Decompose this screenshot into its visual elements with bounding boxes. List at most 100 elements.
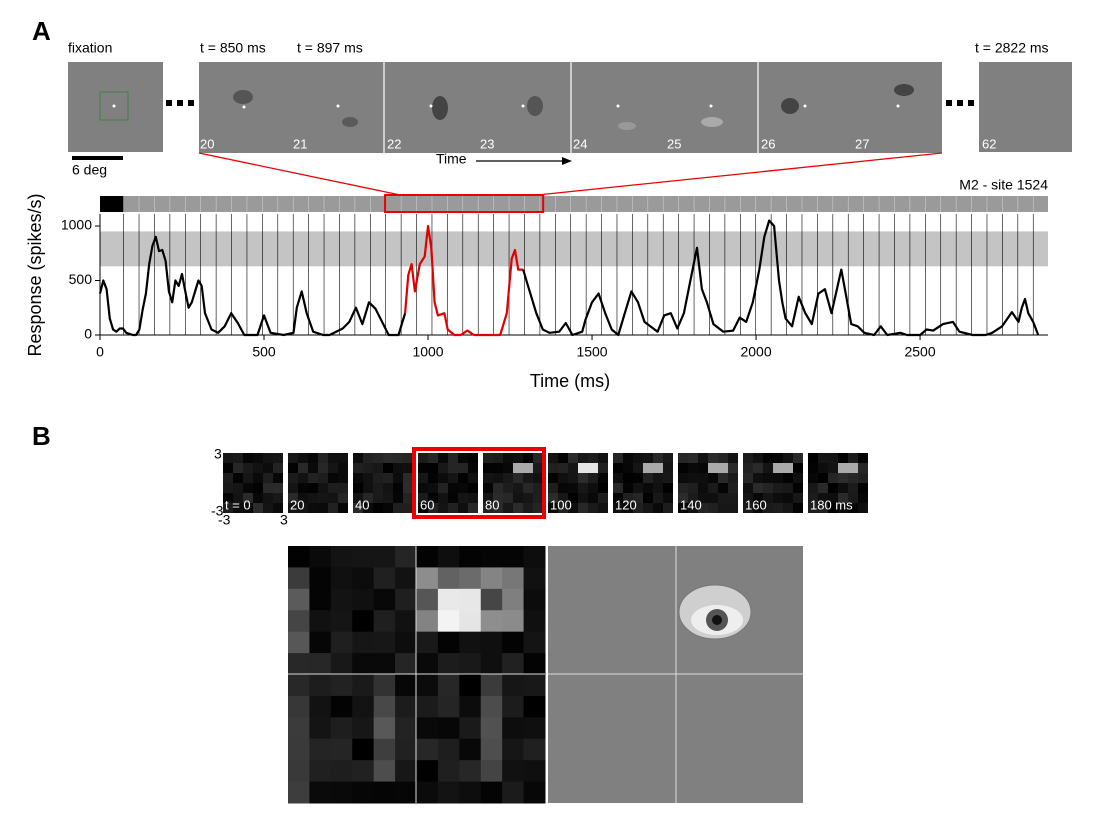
- rf-pixel: [273, 453, 283, 463]
- rf-pixel: [818, 503, 828, 513]
- rf-pixel: [743, 483, 753, 493]
- heatmap-cell: [437, 610, 460, 633]
- highlight-box: [384, 194, 545, 213]
- rf-pixel: [558, 463, 568, 473]
- rf-pixel: [503, 453, 513, 463]
- rf-pixel: [458, 463, 468, 473]
- rf-pixel: [438, 483, 448, 493]
- rf-pixel: [763, 503, 773, 513]
- heatmap-cell: [502, 653, 525, 675]
- heatmap-cell: [288, 610, 310, 633]
- rf-pixel: [253, 483, 263, 493]
- rf-pixel: [688, 473, 698, 483]
- rf-pixel: [523, 493, 533, 503]
- rf-pixel: [728, 483, 738, 493]
- rf-pixel: [298, 503, 308, 513]
- heatmap-cell: [395, 567, 417, 590]
- rf-pixel: [783, 453, 793, 463]
- rf-pixel: [468, 453, 478, 463]
- rf-pixel: [698, 503, 708, 513]
- rf-pixel: [663, 483, 673, 493]
- rf-time-label: 60: [420, 497, 434, 512]
- heatmap-cell: [288, 695, 310, 718]
- heatmap-cell: [395, 717, 417, 740]
- rf-pixel: [308, 493, 318, 503]
- rf-pixel: [223, 453, 233, 463]
- rf-pixel: [273, 483, 283, 493]
- rf-pixel: [533, 463, 543, 473]
- rf-pixel: [613, 463, 623, 473]
- heatmap-cell: [502, 567, 525, 590]
- rf-axis-label: 3: [280, 512, 288, 528]
- heatmap-cell: [416, 546, 439, 568]
- heatmap-cell: [352, 717, 375, 740]
- heatmap-cell: [395, 546, 417, 568]
- rf-pixel: [318, 483, 328, 493]
- heatmap-cell: [502, 674, 525, 697]
- rf-pixel: [808, 503, 818, 513]
- rf-pixel: [403, 483, 413, 493]
- rf-pixel: [338, 493, 348, 503]
- rf-pixel: [698, 473, 708, 483]
- heatmap-cell: [352, 653, 375, 675]
- rf-pixel: [468, 463, 478, 473]
- rf-pixel: [643, 453, 653, 463]
- heatmap-cell: [459, 546, 482, 568]
- heatmap-cell: [437, 674, 460, 697]
- rf-pixel: [848, 453, 858, 463]
- rf-pixel: [383, 463, 393, 473]
- heatmap-cell: [480, 567, 503, 590]
- rf-pixel: [318, 503, 328, 513]
- rf-pixel: [548, 503, 558, 513]
- heatmap-cell: [352, 588, 375, 611]
- rf-pixel: [623, 493, 633, 503]
- heatmap-cell: [395, 610, 417, 633]
- heatmap-cell: [459, 631, 482, 654]
- heatmap-cell: [373, 760, 396, 783]
- ellipsis: [166, 100, 974, 106]
- rf-pixel: [663, 503, 673, 513]
- heatmap-cell: [330, 781, 353, 804]
- rf-pixel: [458, 483, 468, 493]
- heatmap-cell: [459, 717, 482, 740]
- rf-pixel: [233, 493, 243, 503]
- heatmap-cell: [373, 653, 396, 675]
- heatmap-cell: [288, 546, 310, 568]
- rf-pixel: [718, 453, 728, 463]
- heatmap-cell: [373, 567, 396, 590]
- rf-pixel: [533, 503, 543, 513]
- rf-pixel: [588, 463, 598, 473]
- rf-pixel: [623, 503, 633, 513]
- rf-pixel: [568, 473, 578, 483]
- rf-pixel: [858, 463, 868, 473]
- rf-pixel: [233, 503, 243, 513]
- heatmap-cell: [352, 567, 375, 590]
- rf-pixel: [288, 453, 298, 463]
- rf-pixel: [493, 463, 503, 473]
- rf-pixel: [663, 463, 673, 473]
- heatmap-cell: [459, 695, 482, 718]
- heatmap-cell: [288, 653, 310, 675]
- heatmap-cell: [416, 717, 439, 740]
- rf-time-label: 20: [290, 497, 304, 512]
- rf-pixel: [493, 493, 503, 503]
- heatmap-cell: [437, 760, 460, 783]
- rf-pixel: [743, 473, 753, 483]
- rf-pixel: [678, 463, 688, 473]
- heatmap-cell: [373, 717, 396, 740]
- rf-pixel: [838, 453, 848, 463]
- heatmap-cell: [416, 653, 439, 675]
- rf-pixel: [558, 483, 568, 493]
- heatmap-cell: [352, 546, 375, 568]
- rf-time-label: 40: [355, 497, 369, 512]
- rf-pixel: [828, 483, 838, 493]
- rf-pixel: [793, 463, 803, 473]
- rf-pixel: [393, 503, 403, 513]
- heatmap-cell: [373, 631, 396, 654]
- rf-pixel: [328, 483, 338, 493]
- rf-time-label: 180 ms: [810, 497, 853, 512]
- rf-pixel: [808, 493, 818, 503]
- heatmap-cell: [502, 610, 525, 633]
- rf-pixel: [373, 483, 383, 493]
- heatmap-cell: [502, 781, 525, 804]
